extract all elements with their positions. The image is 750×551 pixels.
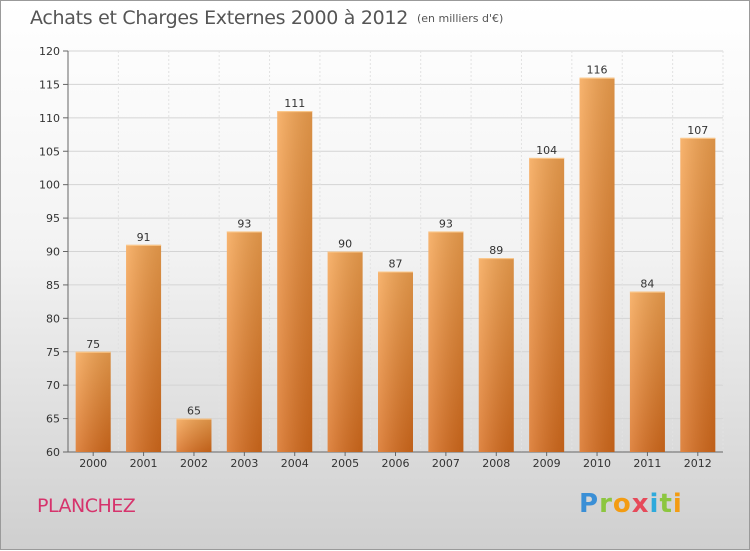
x-tick-label: 2000 [79,457,107,470]
y-tick-label: 80 [46,312,60,325]
bar-shade [126,244,162,452]
y-tick-label: 70 [46,379,60,392]
x-tick-label: 2002 [180,457,208,470]
data-label: 107 [687,124,708,137]
bar-shade [378,271,413,452]
bar-shade [327,251,363,452]
y-tick-label: 60 [46,446,60,459]
bar-shade [529,157,565,452]
data-label: 89 [489,244,503,257]
x-tick-label: 2007 [432,457,460,470]
data-label: 87 [389,258,403,271]
data-label: 84 [640,278,654,291]
logo-letter: t [659,489,673,519]
bar-shade [629,291,665,452]
logo-letter: i [649,489,660,519]
y-tick-label: 95 [46,212,60,225]
logo-letter: r [599,489,613,519]
data-label: 93 [439,217,453,230]
bar-shade [75,351,111,452]
proxiti-logo: Proxiti [579,489,683,519]
y-tick-label: 110 [39,112,60,125]
x-tick-label: 2004 [281,457,309,470]
y-tick-label: 75 [46,346,60,359]
data-label: 111 [284,97,305,110]
bar-shade [176,418,212,452]
logo-letter: x [631,489,650,519]
x-tick-label: 2001 [130,457,158,470]
bar-shade [428,231,464,452]
data-label: 91 [137,231,151,244]
data-label: 65 [187,405,201,418]
y-tick-label: 90 [46,246,60,259]
bar-shade [478,258,514,452]
bar-shade [680,137,716,452]
x-tick-label: 2005 [331,457,359,470]
bar-shade [226,231,262,452]
y-tick-label: 100 [39,179,60,192]
logo-letter: i [672,489,683,519]
bar-layer [75,77,716,453]
commune-name: PLANCHEZ [37,495,136,517]
bar-shade [277,111,313,453]
data-label: 90 [338,238,352,251]
x-tick-label: 2009 [533,457,561,470]
data-label: 116 [587,64,608,77]
unit-note: (en milliers d'€) [417,12,504,25]
x-tick-label: 2010 [583,457,611,470]
y-tick-label: 115 [39,78,60,91]
x-tick-label: 2006 [382,457,410,470]
y-tick-label: 85 [46,279,60,292]
x-tick-label: 2003 [230,457,258,470]
logo-letter: o [612,489,632,519]
y-tick-label: 65 [46,413,60,426]
data-label: 104 [536,144,557,157]
data-label: 93 [237,217,251,230]
x-tick-label: 2011 [633,457,661,470]
y-tick-label: 105 [39,145,60,158]
data-label: 75 [86,338,100,351]
x-tick-label: 2012 [684,457,712,470]
label-layer: 60 65 70 75 80 85 90 95 100 105 110 115 120 75 2000 91 2… [39,45,712,470]
y-tick-label: 120 [39,45,60,58]
logo-letter: P [579,489,600,519]
x-tick-label: 2008 [482,457,510,470]
bar-shade [579,77,615,452]
chart-title: Achats et Charges Externes 2000 à 2012 [30,7,409,29]
